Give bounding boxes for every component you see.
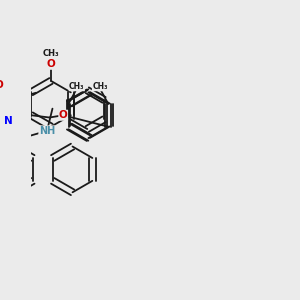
Text: N: N [4,116,13,126]
Text: CH₃: CH₃ [43,49,59,58]
Text: NH: NH [39,126,55,136]
Text: O: O [59,110,68,120]
Text: O: O [46,59,56,69]
Text: O: O [0,80,4,90]
Text: CH₃: CH₃ [92,82,108,91]
Text: CH₃: CH₃ [69,82,85,91]
